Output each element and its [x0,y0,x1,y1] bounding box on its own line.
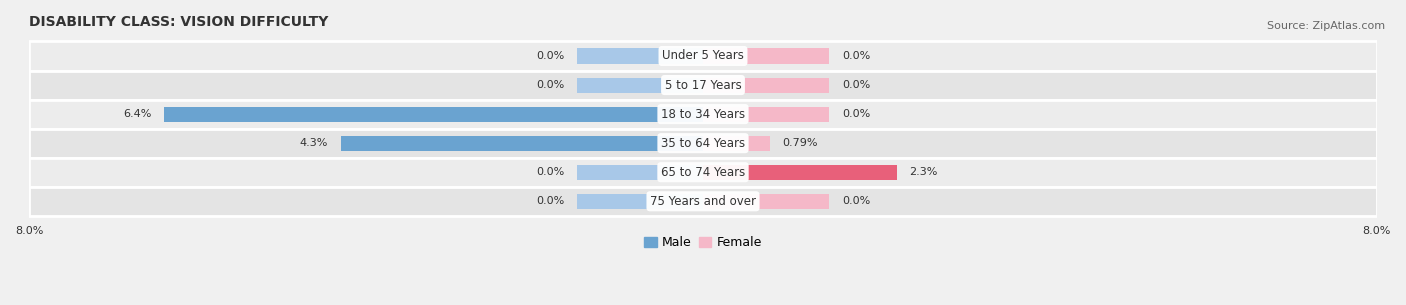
Text: 0.0%: 0.0% [842,196,870,206]
Text: 0.0%: 0.0% [536,167,564,177]
Legend: Male, Female: Male, Female [640,231,766,254]
Text: Under 5 Years: Under 5 Years [662,49,744,63]
Bar [340,136,703,151]
Bar [30,187,1376,216]
Text: 0.0%: 0.0% [536,196,564,206]
Bar [576,48,703,63]
Bar [576,77,703,93]
Bar [703,136,769,151]
Text: 0.0%: 0.0% [842,109,870,119]
Text: 0.79%: 0.79% [782,138,818,148]
Bar [576,165,703,180]
Text: 0.0%: 0.0% [536,51,564,61]
Text: DISABILITY CLASS: VISION DIFFICULTY: DISABILITY CLASS: VISION DIFFICULTY [30,15,329,29]
Bar [30,129,1376,158]
Text: 6.4%: 6.4% [122,109,152,119]
Bar [30,158,1376,187]
Text: Source: ZipAtlas.com: Source: ZipAtlas.com [1267,21,1385,31]
Bar [703,165,897,180]
Text: 2.3%: 2.3% [910,167,938,177]
Bar [703,194,830,209]
Text: 0.0%: 0.0% [842,51,870,61]
Bar [703,106,830,122]
Bar [165,106,703,122]
Bar [30,100,1376,129]
Text: 75 Years and over: 75 Years and over [650,195,756,208]
Text: 4.3%: 4.3% [299,138,328,148]
Bar [30,41,1376,70]
Text: 35 to 64 Years: 35 to 64 Years [661,137,745,150]
Text: 18 to 34 Years: 18 to 34 Years [661,108,745,120]
Text: 0.0%: 0.0% [842,80,870,90]
Bar [576,194,703,209]
Bar [703,77,830,93]
Text: 65 to 74 Years: 65 to 74 Years [661,166,745,179]
Text: 0.0%: 0.0% [536,80,564,90]
Bar [30,70,1376,100]
Bar [703,48,830,63]
Text: 5 to 17 Years: 5 to 17 Years [665,79,741,92]
